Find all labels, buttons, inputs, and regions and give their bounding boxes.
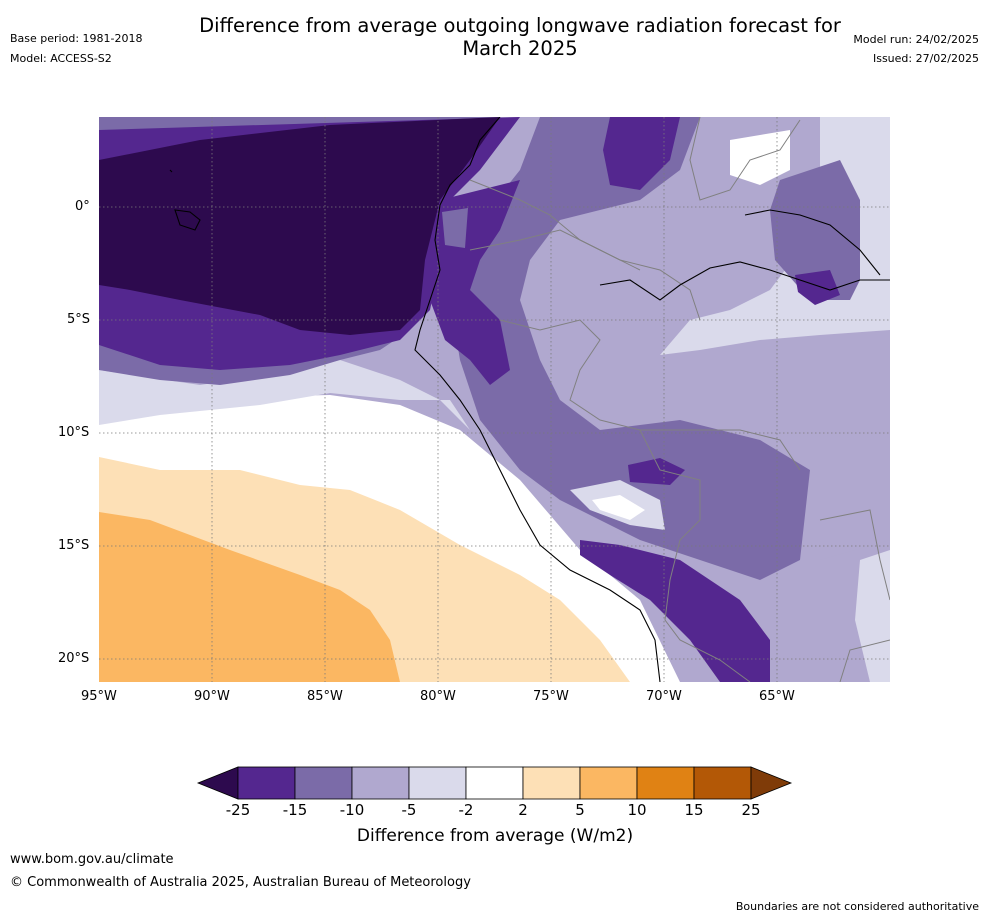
colorbar-tick: 2 (518, 801, 528, 819)
issued-text: Issued: 27/02/2025 (872, 52, 979, 65)
negative-10-15-coast-blob (442, 208, 468, 248)
lon-label-75w: 75°W (533, 689, 569, 704)
colorbar-extend-high (750, 766, 793, 800)
negative-2-5-band (99, 360, 470, 430)
copyright-text: © Commonwealth of Australia 2025, Austra… (10, 875, 471, 890)
lat-label-10s: 10°S (58, 425, 90, 440)
colorbar-tick: 25 (741, 801, 761, 819)
neutral-north (730, 130, 790, 185)
colorbar-bin-5 (465, 766, 524, 800)
colorbar-bin-8 (636, 766, 695, 800)
colorbar-extend-low (196, 766, 239, 800)
lon-label-70w: 70°W (646, 689, 682, 704)
model-run-text: Model run: 24/02/2025 (853, 33, 979, 46)
negative-15-25-south (580, 540, 770, 682)
negative-15-25-north (603, 117, 680, 190)
colorbar-bin-4 (408, 766, 467, 800)
country-boundaries (469, 117, 890, 682)
colorbar-tick: -15 (282, 801, 308, 819)
neutral-altiplano (592, 495, 645, 520)
negative-15-25-bolivia (628, 458, 685, 485)
colorbar-bin-3 (351, 766, 410, 800)
disclaimer-text: Boundaries are not considered authoritat… (735, 900, 979, 913)
colorbar-label: Difference from average (W/m2) (356, 826, 634, 846)
colorbar-tick: 10 (627, 801, 647, 819)
base-period-text: Base period: 1981-2018 (10, 32, 143, 45)
colorbar-bin-2 (294, 766, 353, 800)
colorbar-tick: -5 (401, 801, 417, 819)
coastline (169, 117, 890, 682)
negative-2-5-southeast (855, 550, 890, 682)
website-link[interactable]: www.bom.gov.au/climate (10, 852, 174, 867)
lon-label-90w: 90°W (194, 689, 230, 704)
negative-10-15-amazon (450, 117, 810, 580)
lat-label-20s: 20°S (58, 651, 90, 666)
lon-label-85w: 85°W (307, 689, 343, 704)
map-title: Difference from average outgoing longwav… (150, 14, 890, 60)
colorbar-tick: 5 (575, 801, 585, 819)
negative-25-core (99, 117, 500, 335)
negative-10-15-east (770, 160, 860, 300)
model-text: Model: ACCESS-S2 (10, 52, 112, 65)
colorbar-tick: -25 (225, 801, 251, 819)
lat-label-5s: 5°S (67, 312, 91, 327)
lon-label-80w: 80°W (420, 689, 456, 704)
colorbar-tick: -10 (339, 801, 365, 819)
colorbar-bin-1 (237, 766, 296, 800)
lon-label-95w: 95°W (81, 689, 117, 704)
negative-15-25-east-core (795, 270, 840, 305)
lat-label-15s: 15°S (58, 538, 90, 553)
title-line-2: March 2025 (462, 37, 578, 60)
colorbar-tick: -2 (458, 801, 474, 819)
colorbar-bin-6 (522, 766, 581, 800)
colorbar-bin-7 (579, 766, 638, 800)
colorbar-tick: 15 (684, 801, 704, 819)
title-line-1: Difference from average outgoing longwav… (199, 14, 841, 37)
lon-label-65w: 65°W (759, 689, 795, 704)
map-field (99, 117, 890, 682)
positive-5-10-region (99, 512, 400, 682)
colorbar (196, 766, 793, 800)
colorbar-bin-9 (693, 766, 752, 800)
lat-label-0: 0° (75, 199, 90, 214)
